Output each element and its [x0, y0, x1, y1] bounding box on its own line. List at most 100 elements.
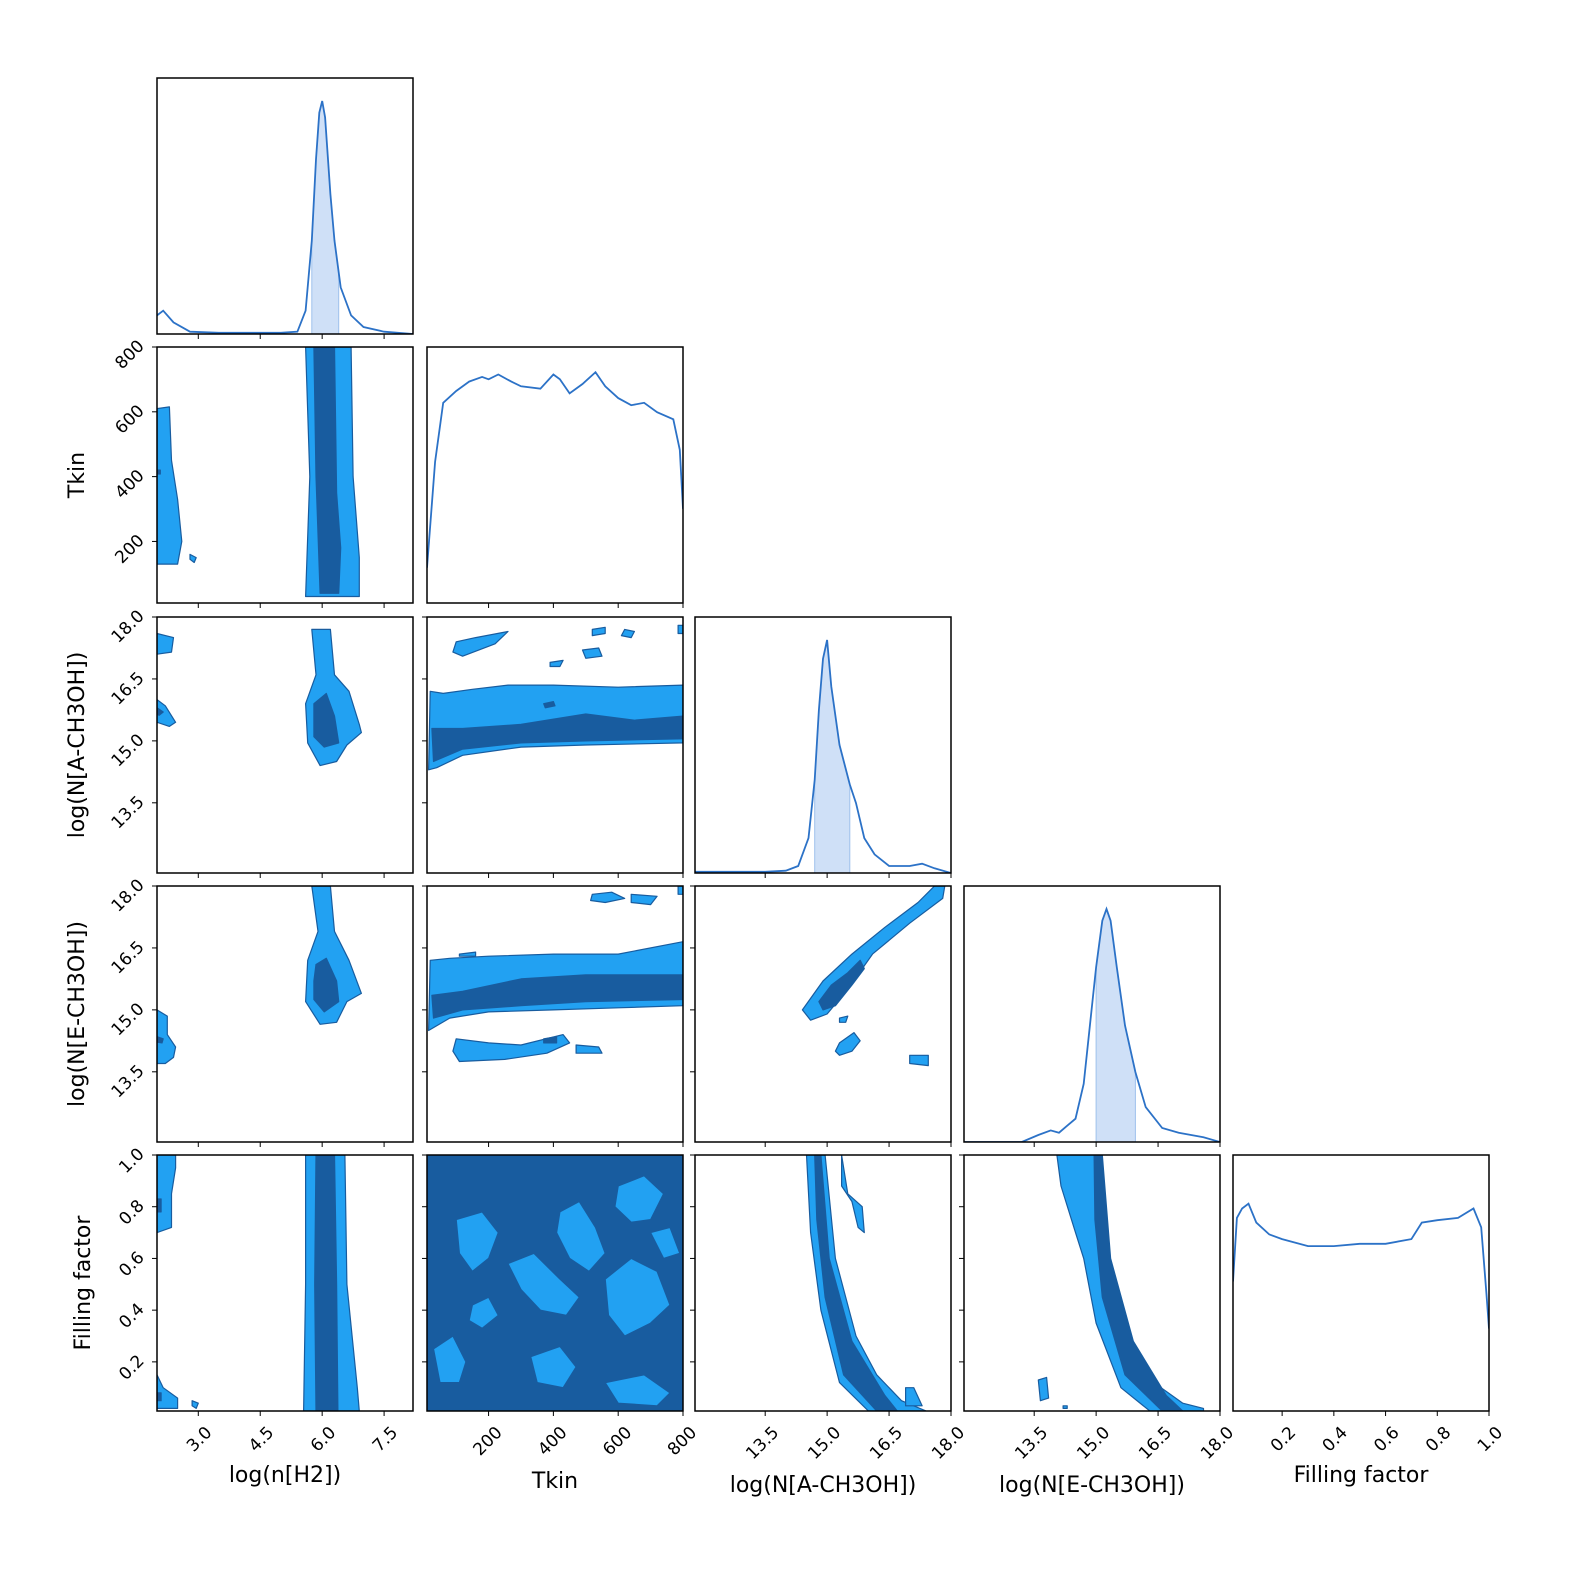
- contour-inner-region: [157, 1036, 164, 1044]
- y-tick-label: 400: [111, 466, 148, 503]
- kde-panel-logn: [157, 100, 413, 334]
- panel-frame: [156, 1154, 414, 1412]
- panel-frame: [694, 885, 952, 1143]
- x-tick-label: 800: [664, 1423, 701, 1460]
- panel-frame: [156, 77, 414, 335]
- panel-frame: [426, 1154, 684, 1412]
- panel-frame: [963, 1154, 1221, 1412]
- kde-curve: [964, 906, 1220, 1142]
- x-axis-label-tkin: Tkin: [531, 1469, 578, 1494]
- contour-outer-region: [549, 659, 564, 668]
- contour-outer-region: [649, 1226, 681, 1260]
- x-tick-label: 4.5: [245, 1423, 278, 1456]
- contour-outer-region: [157, 406, 183, 565]
- contour-outer-region: [555, 1200, 606, 1273]
- contour-outer-region: [157, 632, 175, 655]
- contour-outer-region: [834, 1031, 861, 1056]
- contour-inner-region: [157, 1392, 162, 1402]
- contour-outer-region: [530, 1345, 577, 1389]
- x-tick-label: 18.0: [928, 1423, 969, 1464]
- contour-outer-region: [604, 1374, 671, 1407]
- contour-outer-region: [157, 1009, 177, 1065]
- kde-curve: [695, 639, 951, 873]
- x-tick-label: 0.6: [1370, 1423, 1403, 1456]
- panel-frame: [694, 1154, 952, 1412]
- contour-inner-region: [431, 713, 683, 763]
- contour-outer-region: [838, 1015, 849, 1023]
- panel-frame: [1232, 1154, 1490, 1412]
- contour-outer-region: [1062, 1405, 1068, 1410]
- x-tick-label: 6.0: [307, 1423, 340, 1456]
- contour-inner-region: [814, 1155, 898, 1411]
- credible-interval-band: [311, 102, 340, 334]
- contour-outer-region: [909, 1054, 929, 1067]
- panel-frame: [426, 885, 684, 1143]
- contour-panel-logn-vs-logNE: [157, 886, 362, 1065]
- contour-outer-region: [575, 1044, 603, 1054]
- x-tick-label: 600: [599, 1423, 636, 1460]
- y-tick-label: 16.5: [108, 668, 149, 709]
- panel-frame: [156, 346, 414, 604]
- contour-inner-region: [157, 1198, 162, 1213]
- contour-outer-region: [191, 1400, 199, 1410]
- y-tick-label: 0.8: [115, 1196, 148, 1229]
- contour-outer-region: [589, 891, 626, 904]
- contour-outer-region: [157, 698, 177, 728]
- contour-outer-region: [904, 1387, 923, 1407]
- contour-outer-region: [604, 1257, 671, 1337]
- contour-outer-region: [581, 647, 603, 659]
- y-axis-label-logNE: log(N[E-CH3OH]): [65, 921, 90, 1107]
- contour-outer-region: [452, 1033, 571, 1063]
- contour-panel-logNE-vs-ff: [1037, 1155, 1205, 1411]
- contour-panel-logn-vs-ff: [157, 1155, 360, 1411]
- x-axis-label-logn: log(n[H2]): [229, 1463, 341, 1488]
- contour-outer-region: [157, 1155, 177, 1234]
- contour-outer-region: [614, 1175, 665, 1223]
- panel-frame: [156, 616, 414, 874]
- contour-inner-region: [157, 469, 161, 475]
- x-tick-label: 16.5: [866, 1423, 907, 1464]
- y-tick-label: 0.6: [115, 1248, 148, 1281]
- contour-panel-logn-vs-tkin: [157, 347, 360, 598]
- contour-panel-logNA-vs-ff: [805, 1155, 927, 1411]
- kde-panel-logNE: [964, 906, 1220, 1142]
- y-axis-label-logNA: log(N[A-CH3OH]): [65, 652, 90, 839]
- panel-frame: [694, 616, 952, 874]
- credible-interval-band: [814, 641, 851, 873]
- contour-outer-region: [677, 886, 683, 895]
- y-axis-label-tkin: Tkin: [65, 452, 90, 499]
- y-axis-label-ff: Filling factor: [71, 1215, 96, 1351]
- contour-inner-region: [431, 974, 683, 1019]
- y-tick-label: 800: [111, 336, 148, 373]
- contour-outer-region: [452, 630, 509, 657]
- x-tick-label: 13.5: [742, 1423, 783, 1464]
- panel-frame: [156, 885, 414, 1143]
- kde-curve: [1233, 1202, 1489, 1329]
- contour-outer-region: [305, 628, 362, 767]
- contour-inner-region: [1093, 1155, 1184, 1411]
- y-tick-label: 0.2: [115, 1351, 148, 1384]
- y-tick-label: 15.0: [108, 730, 149, 771]
- x-tick-label: 400: [534, 1423, 571, 1460]
- panel-frame: [963, 885, 1221, 1143]
- x-axis-label-ff: Filling factor: [1294, 1463, 1430, 1488]
- y-tick-label: 600: [111, 401, 148, 438]
- contour-inner-region: [543, 700, 556, 709]
- panel-frame: [426, 346, 684, 604]
- contour-outer-region: [157, 1374, 179, 1410]
- y-tick-label: 13.5: [108, 792, 149, 833]
- kde-panel-ff: [1233, 1202, 1489, 1329]
- kde-curve: [157, 100, 413, 334]
- y-tick-label: 18.0: [108, 875, 149, 916]
- contour-inner-region: [314, 1155, 339, 1411]
- x-tick-label: 15.0: [804, 1423, 845, 1464]
- contour-outer-region: [455, 1211, 499, 1273]
- x-tick-label: 18.0: [1197, 1423, 1238, 1464]
- contour-inner-region: [313, 692, 340, 748]
- x-tick-label: 3.0: [183, 1423, 216, 1456]
- y-tick-label: 1.0: [115, 1144, 148, 1177]
- x-tick-label: 0.2: [1267, 1423, 1300, 1456]
- contour-outer-region: [189, 553, 197, 564]
- y-tick-label: 0.4: [115, 1300, 148, 1333]
- contour-panel-tkin-vs-logNE: [428, 886, 683, 1063]
